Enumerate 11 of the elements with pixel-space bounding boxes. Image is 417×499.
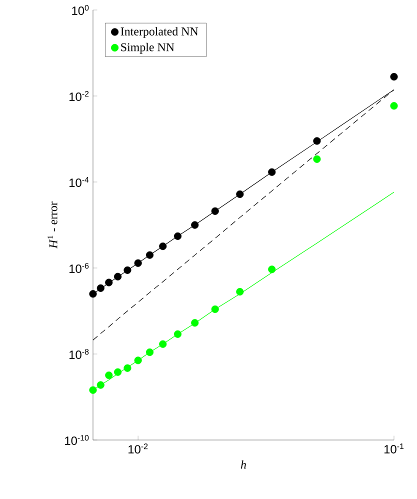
y-tick-label: 10$^{-2}$ (69, 90, 89, 101)
x-tick-label: 10$^{-1}$ (384, 444, 404, 454)
y-tick-label: 10$^{-10}$ (65, 434, 89, 446)
y-tick-label: 10$^{-6}$ (69, 262, 89, 273)
y-tick-label: 10$^{-4}$ (69, 177, 89, 187)
y-tick-label: 10$^{-8}$ (69, 348, 89, 359)
y-axis-title: H$^{1}$ - error (48, 202, 58, 249)
legend-label: Interpolated NN (120, 27, 198, 38)
legend-label: Simple NN (121, 42, 174, 54)
x-axis-title: h (240, 460, 246, 469)
y-tick-label: 10$^{0}$ (72, 4, 89, 15)
